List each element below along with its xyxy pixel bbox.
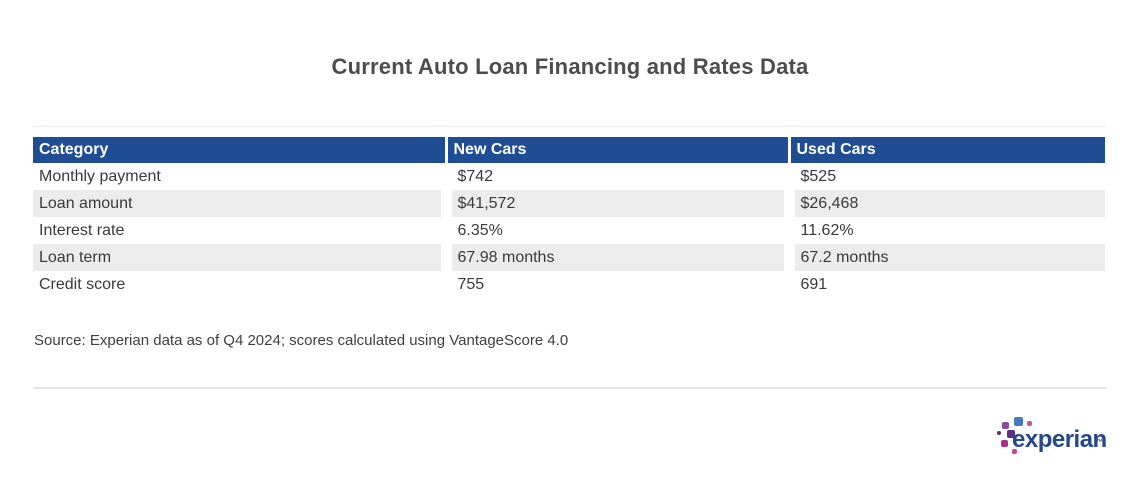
experian-logo-block-dot-icon [997, 431, 1001, 435]
cell-used-cars: $26,468 [787, 190, 1105, 217]
table-row-loan-term: Loan term 67.98 months 67.2 months [33, 244, 1105, 271]
auto-loan-rates-table: Category New Cars Used Cars Monthly paym… [33, 137, 1105, 298]
column-header-used-cars: Used Cars [787, 137, 1105, 163]
cell-used-cars: $525 [787, 163, 1105, 190]
footer-divider [33, 387, 1107, 389]
cell-used-cars: 11.62% [787, 217, 1105, 244]
cell-new-cars: 67.98 months [444, 244, 795, 271]
column-header-category: Category [33, 137, 446, 163]
experian-logo-block-magenta2-icon [1001, 440, 1008, 447]
experian-logo: experian ™ [993, 412, 1118, 464]
source-note: Source: Experian data as of Q4 2024; sco… [34, 332, 569, 349]
cell-new-cars: 6.35% [444, 217, 795, 244]
experian-logo-block-purple-icon [1002, 422, 1009, 429]
cell-category: Loan term [33, 244, 452, 271]
table-row-loan-amount: Loan amount $41,572 $26,468 [33, 190, 1105, 217]
cell-category: Credit score [33, 271, 452, 298]
table-row-interest-rate: Interest rate 6.35% 11.62% [33, 217, 1105, 244]
cell-new-cars: 755 [444, 271, 795, 298]
cell-category: Interest rate [33, 217, 452, 244]
table-header-row: Category New Cars Used Cars [33, 137, 1105, 163]
table-row-credit-score: Credit score 755 691 [33, 271, 1105, 298]
cell-new-cars: $742 [444, 163, 795, 190]
column-header-new-cars: New Cars [444, 137, 789, 163]
page-title: Current Auto Loan Financing and Rates Da… [331, 54, 809, 79]
experian-logo-block-blue-icon [1014, 417, 1023, 426]
cell-used-cars: 691 [787, 271, 1105, 298]
table-row-monthly-payment: Monthly payment $742 $525 [33, 163, 1105, 190]
cell-new-cars: $41,572 [444, 190, 795, 217]
experian-logo-block-magenta-icon [1027, 421, 1032, 426]
cell-category: Loan amount [33, 190, 452, 217]
cell-used-cars: 67.2 months [787, 244, 1105, 271]
experian-wordmark: experian [1012, 426, 1107, 453]
trademark-symbol: ™ [1096, 439, 1103, 446]
experian-logo-block-violet-icon [1007, 430, 1015, 438]
cell-category: Monthly payment [33, 163, 452, 190]
top-divider [33, 126, 1106, 127]
experian-logo-block-pink-icon [1012, 449, 1017, 454]
